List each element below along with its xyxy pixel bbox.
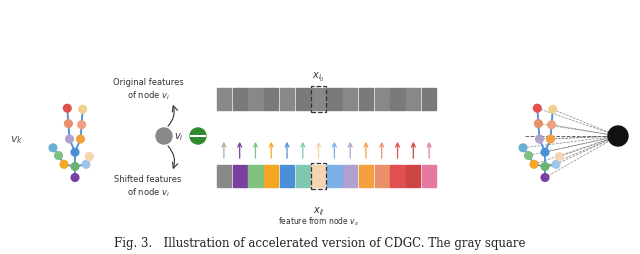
Bar: [296, 165, 310, 187]
Text: Fig. 3.   Illustration of accelerated version of CDGC. The gray square: Fig. 3. Illustration of accelerated vers…: [115, 236, 525, 249]
Bar: [406, 89, 420, 110]
Circle shape: [65, 120, 72, 128]
Circle shape: [63, 105, 71, 113]
Circle shape: [556, 153, 563, 161]
Bar: [390, 165, 404, 187]
Circle shape: [541, 149, 549, 156]
Bar: [422, 165, 436, 187]
Text: $v_k$: $v_k$: [10, 134, 23, 145]
Circle shape: [71, 149, 79, 156]
Circle shape: [547, 136, 554, 143]
Bar: [248, 89, 262, 110]
Circle shape: [71, 174, 79, 182]
Bar: [374, 89, 389, 110]
Bar: [312, 89, 326, 110]
Circle shape: [79, 106, 86, 114]
Circle shape: [71, 163, 79, 171]
Bar: [343, 89, 357, 110]
Circle shape: [534, 120, 542, 128]
Bar: [296, 89, 310, 110]
Circle shape: [190, 129, 206, 145]
Circle shape: [156, 129, 172, 145]
Bar: [312, 165, 326, 187]
Circle shape: [530, 161, 538, 168]
Bar: [390, 89, 404, 110]
Circle shape: [54, 152, 62, 160]
Text: Original features
of node $v_i$: Original features of node $v_i$: [113, 78, 184, 101]
Bar: [232, 165, 247, 187]
Circle shape: [552, 161, 560, 168]
Bar: [422, 89, 436, 110]
Bar: [374, 165, 389, 187]
Bar: [311, 163, 326, 189]
Circle shape: [66, 136, 74, 143]
Bar: [217, 89, 231, 110]
Circle shape: [82, 161, 90, 168]
Circle shape: [49, 144, 57, 152]
Bar: [343, 165, 357, 187]
Bar: [217, 165, 231, 187]
Circle shape: [608, 126, 628, 146]
Text: Shifted features
of node $v_i$: Shifted features of node $v_i$: [115, 175, 182, 198]
Circle shape: [534, 105, 541, 113]
Text: feature from node $v_s$: feature from node $v_s$: [278, 215, 359, 228]
Circle shape: [77, 136, 84, 143]
Circle shape: [519, 144, 527, 152]
Bar: [406, 165, 420, 187]
Bar: [327, 165, 342, 187]
Circle shape: [86, 153, 93, 161]
Bar: [248, 165, 262, 187]
Bar: [359, 89, 373, 110]
Text: $x_{i_0}$: $x_{i_0}$: [312, 71, 325, 84]
Circle shape: [548, 121, 556, 129]
Bar: [264, 89, 278, 110]
Bar: [264, 165, 278, 187]
Text: $v_i$: $v_i$: [174, 131, 184, 142]
Text: $x_{ij}$: $x_{ij}$: [313, 205, 324, 217]
Bar: [280, 165, 294, 187]
Circle shape: [541, 163, 549, 171]
Circle shape: [60, 161, 68, 168]
Circle shape: [549, 106, 557, 114]
Bar: [327, 89, 342, 110]
Circle shape: [541, 174, 549, 182]
Circle shape: [525, 152, 532, 160]
Circle shape: [77, 121, 86, 129]
Bar: [311, 87, 326, 113]
Bar: [359, 165, 373, 187]
Bar: [232, 89, 247, 110]
Bar: [280, 89, 294, 110]
Circle shape: [536, 136, 543, 143]
